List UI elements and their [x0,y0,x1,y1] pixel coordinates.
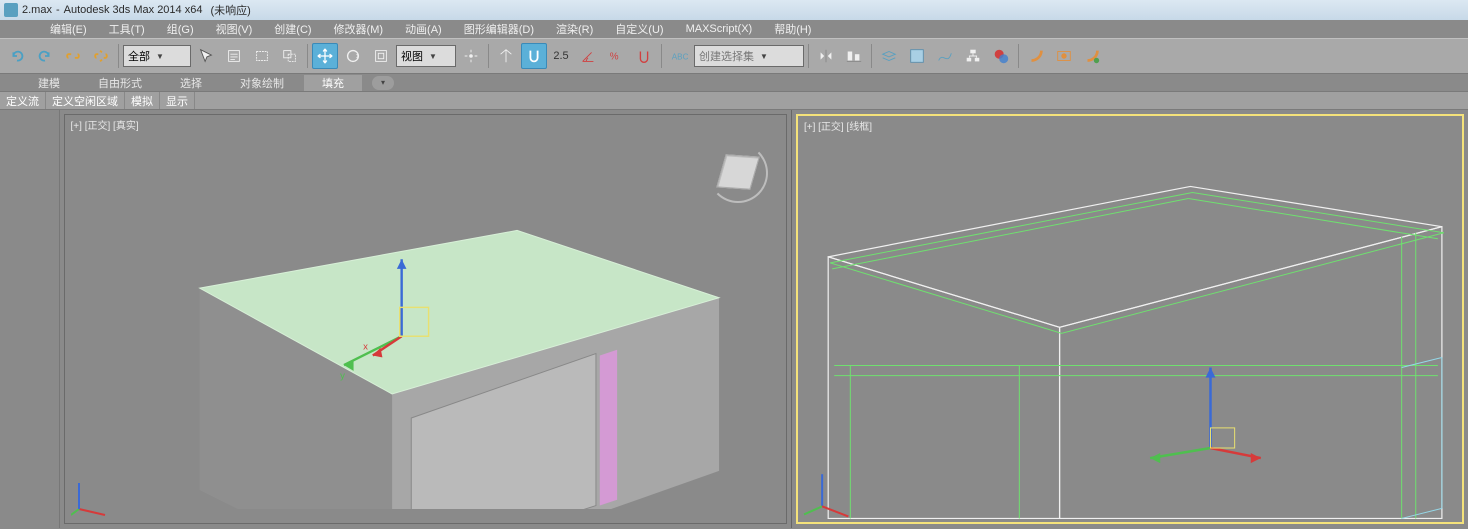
titlebar: 2.max - Autodesk 3ds Max 2014 x64 (未响应) [0,0,1468,20]
title-app: Autodesk 3ds Max 2014 x64 [64,4,203,16]
mirror-button[interactable] [813,43,839,69]
main-toolbar: 全部▼ 视图▼ 2.5 % ABC 创建选择集▼ [0,38,1468,74]
title-file: 2.max [22,4,52,16]
schematic-view-button[interactable] [960,43,986,69]
select-rotate-button[interactable] [340,43,366,69]
ribbon-tab[interactable]: 对象绘制 [222,75,302,91]
subbar-item[interactable]: 定义流 [0,92,46,109]
app-icon [4,3,18,17]
angle-snap-button[interactable] [575,43,601,69]
render-setup-button[interactable] [1023,43,1049,69]
unlink-button[interactable] [88,43,114,69]
snap-value: 2.5 [549,50,573,62]
ribbon-tab[interactable]: 建模 [20,75,78,91]
svg-text:y: y [340,371,345,382]
percent-snap-button[interactable]: % [603,43,629,69]
spinner-snap-button[interactable] [631,43,657,69]
combo-label: 全部 [128,48,150,64]
title-sep: - [56,4,60,16]
ref-coord-combo[interactable]: 视图▼ [396,45,456,67]
ribbon-subbar: 定义流定义空闲区域模拟显示 [0,92,1468,110]
graphite-toggle-button[interactable] [904,43,930,69]
wireframe-scene [798,116,1462,529]
toolbar-sep [118,44,119,68]
use-pivot-center-button[interactable] [458,43,484,69]
toolbar-sep [871,44,872,68]
menu-item[interactable]: 自定义(U) [605,21,673,37]
material-editor-button[interactable] [988,43,1014,69]
select-region-rect-button[interactable] [249,43,275,69]
svg-text:ABC: ABC [672,53,688,62]
menubar: 编辑(E)工具(T)组(G)视图(V)创建(C)修改器(M)动画(A)图形编辑器… [0,20,1468,38]
ribbon-tabs: 建模自由形式选择对象绘制填充 ▾ [0,74,1468,92]
left-gutter [0,110,60,528]
ribbon-tab[interactable]: 填充 [304,75,362,91]
rendered-frame-button[interactable] [1051,43,1077,69]
combo-label: 视图 [401,48,423,64]
snap-toggle-button[interactable] [521,43,547,69]
ribbon-tab[interactable]: 选择 [162,75,220,91]
shaded-scene: xy [65,115,786,509]
subbar-item[interactable]: 模拟 [125,92,160,109]
undo-button[interactable] [4,43,30,69]
menu-item[interactable]: MAXScript(X) [676,23,763,35]
menu-item[interactable]: 帮助(H) [764,21,821,37]
named-selection-edit-button[interactable]: ABC [666,43,692,69]
select-manipulate-button[interactable] [493,43,519,69]
combo-label: 创建选择集 [699,48,754,64]
link-button[interactable] [60,43,86,69]
subbar-item[interactable]: 定义空闲区域 [46,92,125,109]
menu-item[interactable]: 工具(T) [99,21,155,37]
viewport-wireframe[interactable]: [+] [正交] [线框] [792,110,1468,528]
viewport-shaded[interactable]: [+] [正交] [真实] xy [60,110,792,528]
title-status: (未响应) [210,2,250,18]
align-button[interactable] [841,43,867,69]
menu-item[interactable]: 动画(A) [395,21,452,37]
subbar-item[interactable]: 显示 [160,92,195,109]
menu-item[interactable]: 编辑(E) [40,21,97,37]
ribbon-expand-icon[interactable]: ▾ [372,76,394,90]
toolbar-sep [808,44,809,68]
named-selection-combo[interactable]: 创建选择集▼ [694,45,804,67]
menu-item[interactable]: 图形编辑器(D) [454,21,544,37]
toolbar-sep [661,44,662,68]
selection-filter-combo[interactable]: 全部▼ [123,45,191,67]
toolbar-sep [307,44,308,68]
curve-editor-button[interactable] [932,43,958,69]
ribbon-tab[interactable]: 自由形式 [80,75,160,91]
render-button[interactable] [1079,43,1105,69]
svg-text:%: % [610,52,619,63]
select-move-button[interactable] [312,43,338,69]
menu-item[interactable]: 组(G) [157,21,204,37]
menu-item[interactable]: 渲染(R) [546,21,603,37]
select-scale-button[interactable] [368,43,394,69]
workspace: [+] [正交] [真实] xy [+] [正交] [线框] [0,110,1468,528]
menu-item[interactable]: 视图(V) [206,21,263,37]
menu-item[interactable]: 修改器(M) [324,21,394,37]
menu-item[interactable]: 创建(C) [264,21,321,37]
layer-manager-button[interactable] [876,43,902,69]
toolbar-sep [488,44,489,68]
select-object-button[interactable] [193,43,219,69]
select-by-name-button[interactable] [221,43,247,69]
window-crossing-button[interactable] [277,43,303,69]
toolbar-sep [1018,44,1019,68]
svg-text:x: x [363,342,368,353]
redo-button[interactable] [32,43,58,69]
